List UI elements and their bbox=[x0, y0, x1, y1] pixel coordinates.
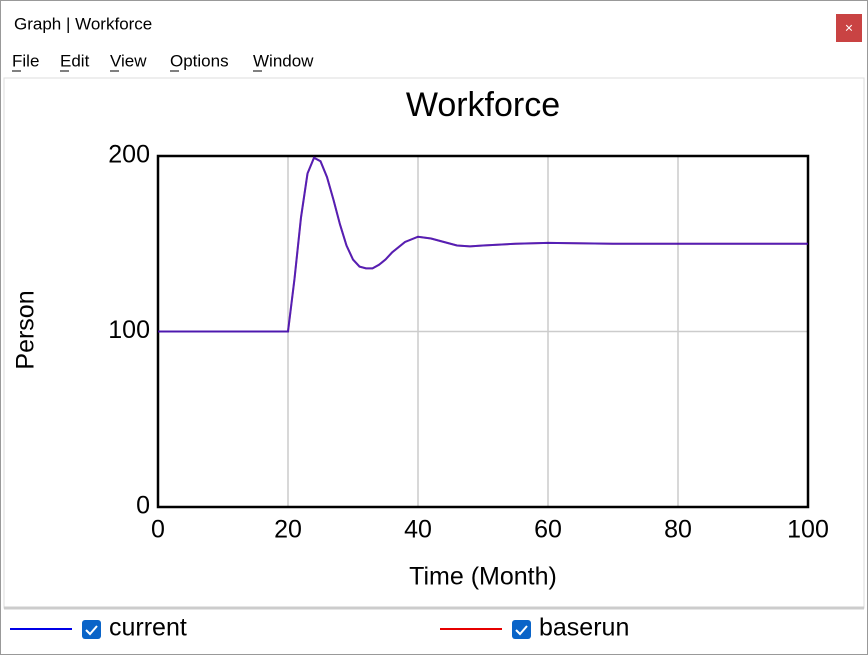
x-tick-label: 20 bbox=[274, 516, 302, 544]
x-tick-label: 60 bbox=[534, 516, 562, 544]
x-tick-label: 80 bbox=[664, 516, 692, 544]
close-button[interactable] bbox=[836, 14, 862, 42]
menu-item[interactable]: Options bbox=[170, 51, 229, 70]
chart-title: Workforce bbox=[406, 86, 560, 124]
x-tick-label: 100 bbox=[787, 516, 829, 544]
close-icon[interactable]: × bbox=[845, 20, 853, 36]
legend-checkbox[interactable] bbox=[82, 620, 101, 639]
y-tick-label: 0 bbox=[136, 492, 150, 520]
menu-item[interactable]: Edit bbox=[60, 51, 90, 70]
y-tick-label: 200 bbox=[108, 141, 150, 169]
x-axis-label: Time (Month) bbox=[409, 563, 557, 591]
y-axis-label: Person bbox=[12, 290, 40, 369]
series-line bbox=[158, 156, 808, 333]
x-tick-label: 40 bbox=[404, 516, 432, 544]
menu-bar: File Edit View Options Window bbox=[12, 51, 314, 72]
legend-label[interactable]: current bbox=[109, 614, 187, 642]
legend-check[interactable] bbox=[515, 625, 528, 636]
x-tick-label: 0 bbox=[151, 516, 165, 544]
window-title: Graph | Workforce bbox=[14, 14, 152, 33]
menu-item[interactable]: View bbox=[110, 51, 147, 70]
menu-item[interactable]: Window bbox=[253, 51, 314, 70]
y-tick-label: 100 bbox=[108, 316, 150, 344]
chart-area bbox=[3, 77, 865, 609]
legend-label[interactable]: baserun bbox=[539, 614, 629, 642]
legend-check[interactable] bbox=[85, 625, 98, 636]
legend-checkbox[interactable] bbox=[512, 620, 531, 639]
menu-item[interactable]: File bbox=[12, 51, 39, 70]
